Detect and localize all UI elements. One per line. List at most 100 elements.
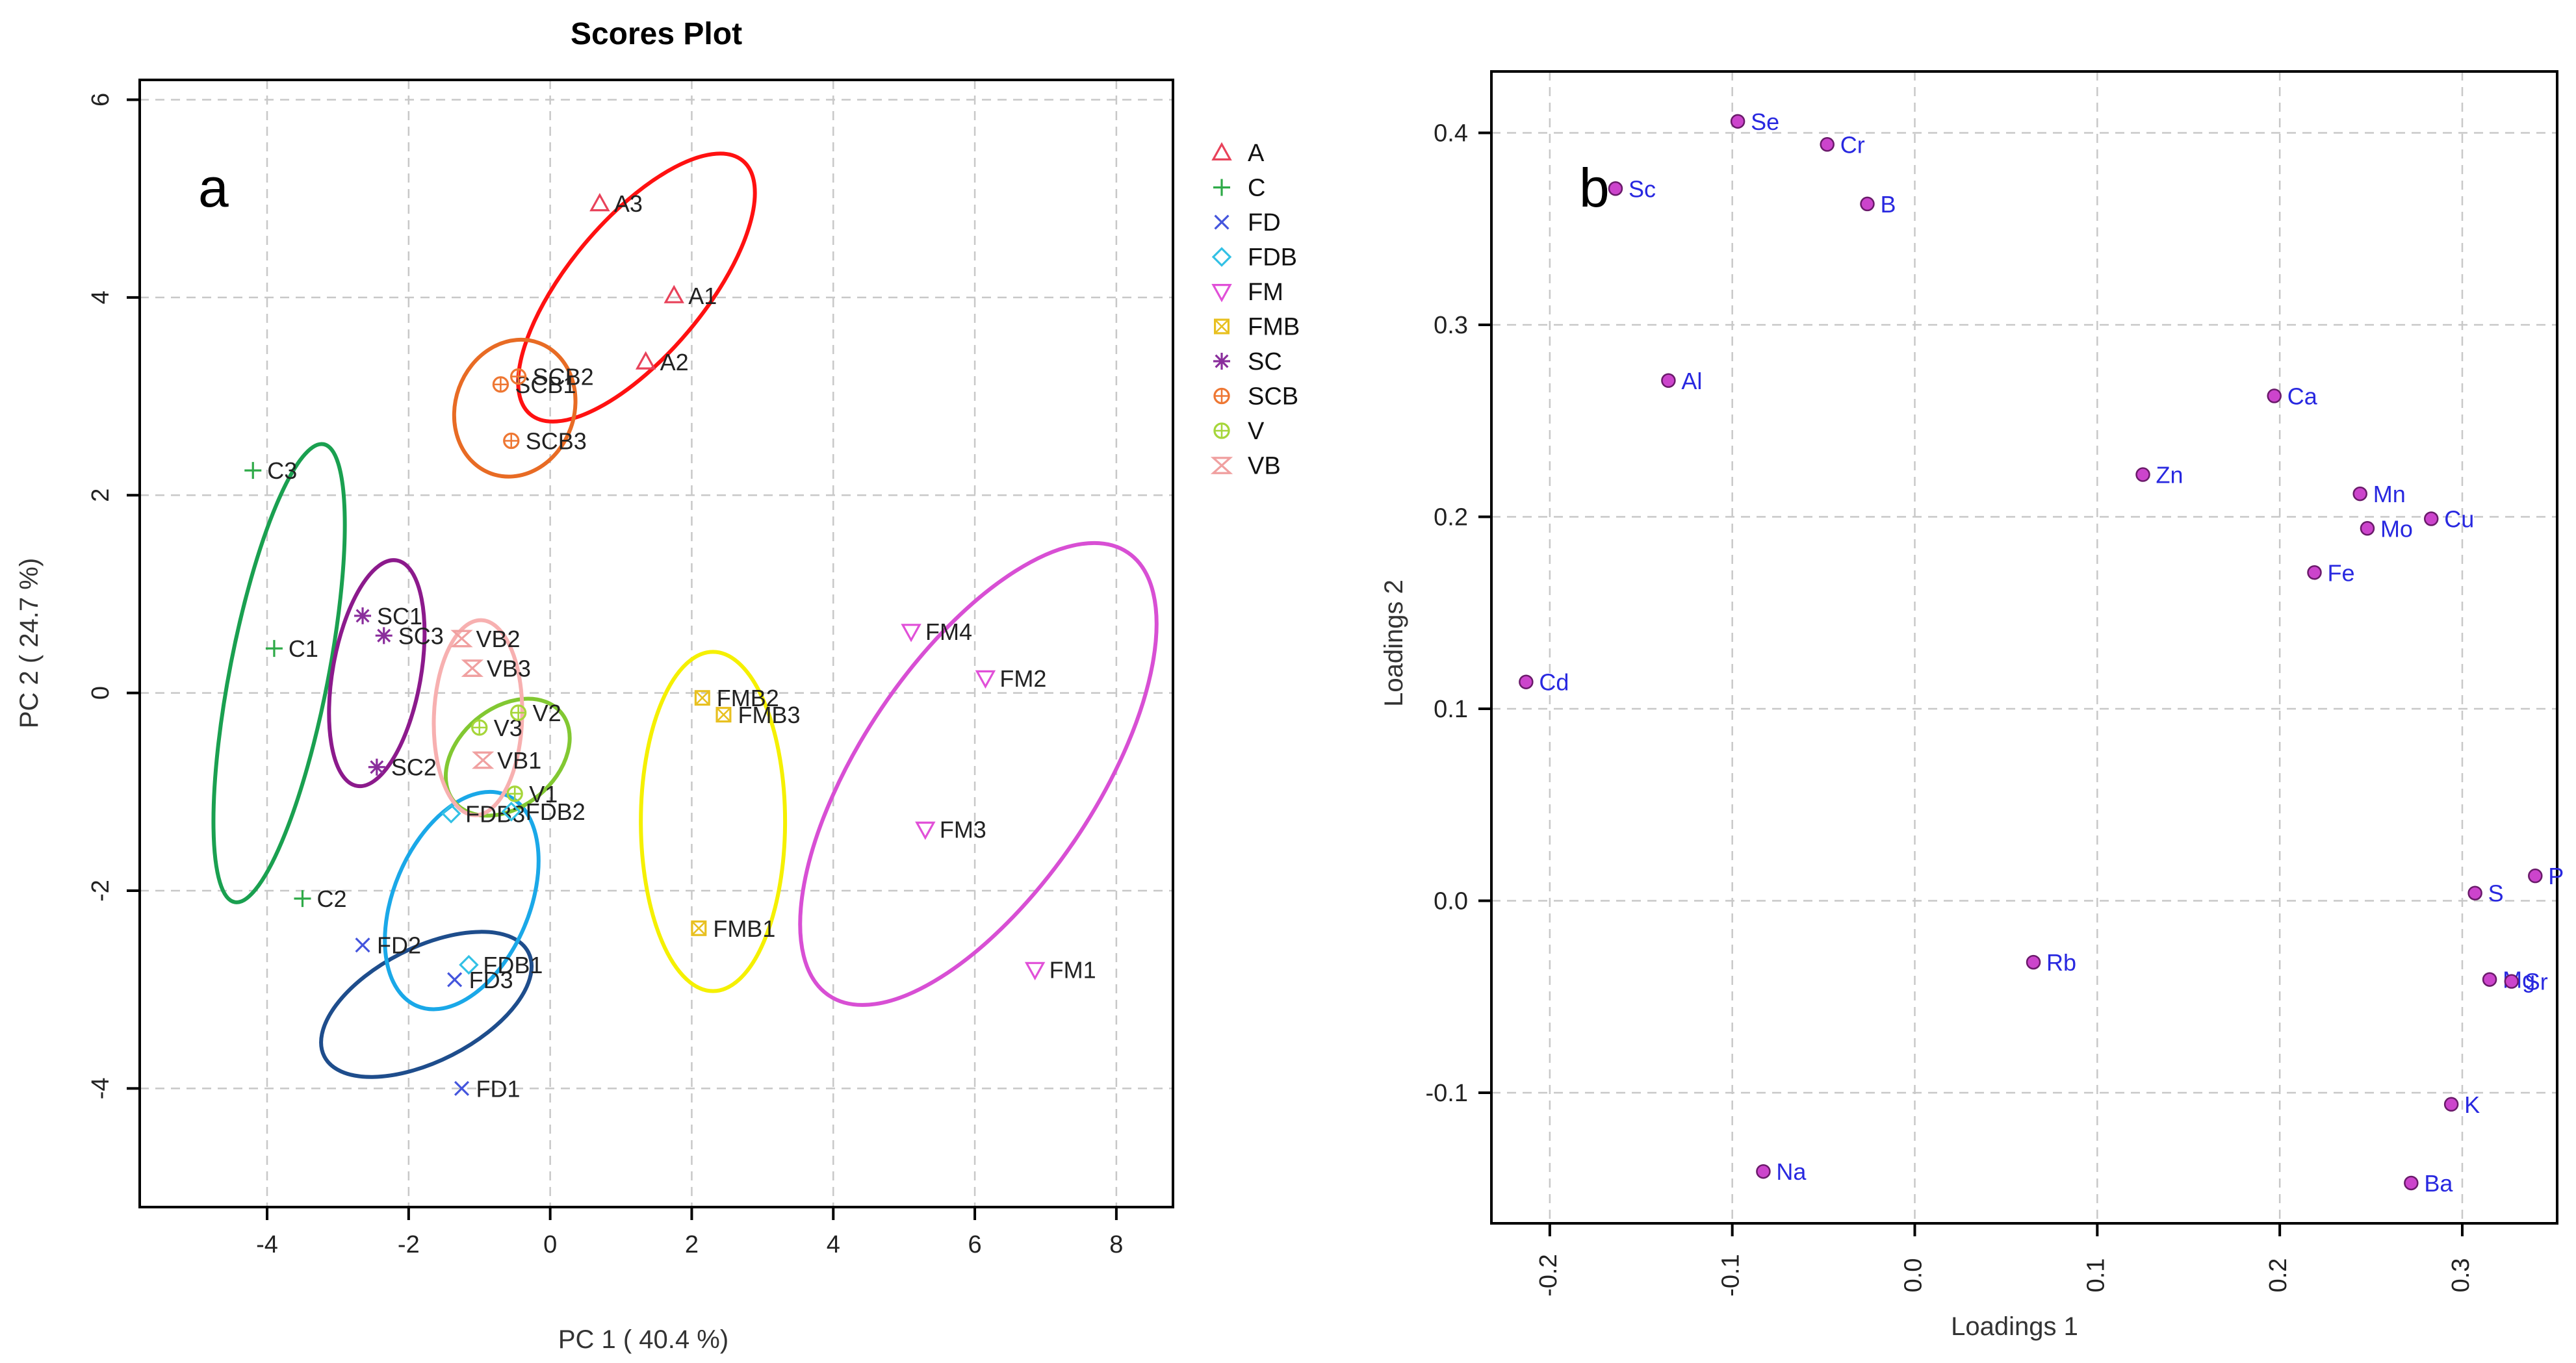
legend-item-fd: FD [1214, 209, 1281, 236]
loading-zn: Zn [2135, 462, 2183, 489]
point-label: VB3 [487, 656, 531, 682]
loading-label: Mn [2373, 481, 2406, 507]
y-tick-label: -2 [87, 880, 114, 902]
x-tick-label: -0.1 [1718, 1254, 1745, 1296]
loading-ca: Ca [2267, 383, 2318, 409]
point-label: FD1 [476, 1075, 521, 1102]
y-tick-label: 6 [87, 93, 114, 107]
point-c1: C1 [265, 635, 318, 662]
loading-label: Al [1681, 368, 1702, 394]
loading-ba: Ba [2404, 1170, 2453, 1197]
y-tick-label: 0.4 [1434, 120, 1468, 147]
y-tick-label: 0.1 [1434, 696, 1468, 723]
loading-na: Na [1756, 1158, 1807, 1185]
legend-label: VB [1248, 453, 1281, 480]
loading-label: Se [1751, 108, 1779, 135]
point-label: FDB3 [465, 800, 525, 827]
ellipse-c [211, 442, 347, 904]
loading-k: K [2443, 1091, 2480, 1118]
x-tick-label: 0.0 [1900, 1258, 1927, 1293]
x-tick-label: 4 [827, 1231, 840, 1258]
legend-item-vb: VB [1210, 453, 1281, 480]
legend-item-fdb: FDB [1211, 244, 1297, 272]
loading-label: Cr [1840, 131, 1865, 158]
loading-se: Se [1730, 108, 1779, 135]
axis-ticks: -4 -2 0 2 4 6 8 -4 -2 0 2 4 6 [87, 93, 1123, 1258]
grid [1491, 71, 2557, 1223]
point-fdb1: FDB1 [459, 952, 543, 978]
point-c3: C3 [244, 457, 297, 484]
loading-s: S [2467, 880, 2504, 907]
point-label: FM3 [940, 817, 986, 843]
axis-ticks: -0.2 -0.1 0.0 0.1 0.2 0.3 -0.1 0.0 0.1 0.2 0.3 0.4 [1426, 120, 2475, 1297]
loading-label: Rb [2046, 949, 2076, 976]
point-label: VB1 [497, 747, 541, 774]
chart-title: Scores Plot [571, 17, 742, 51]
ellipse-scb [452, 337, 578, 479]
loading-label: Ca [2287, 383, 2318, 409]
point-fd3: FD3 [447, 967, 513, 993]
y-tick-label: 0.3 [1434, 312, 1468, 339]
point-sc3: SC3 [375, 622, 444, 649]
ellipse-a [516, 151, 757, 424]
legend-item-sc: SC [1213, 348, 1282, 376]
loading-mo: Mo [2360, 515, 2413, 542]
y-axis-label: PC 2 ( 24.7 %) [15, 558, 44, 728]
x-tick-label: -0.2 [1535, 1254, 1562, 1296]
point-fm3: FM3 [915, 817, 986, 843]
loading-label: Zn [2156, 462, 2183, 489]
point-label: V1 [529, 781, 558, 808]
point-fmb1: FMB1 [691, 915, 775, 942]
point-fdb3: FDB3 [441, 800, 525, 827]
x-tick-label: 0.2 [2265, 1258, 2292, 1293]
point-vb3: VB3 [461, 656, 531, 682]
legend-label: FDB [1248, 244, 1297, 272]
loading-label: Ba [2424, 1170, 2453, 1197]
loading-label: Mo [2380, 515, 2413, 542]
loading-p: P [2528, 863, 2564, 889]
point-v2: V2 [509, 700, 561, 726]
point-fd2: FD2 [355, 932, 421, 959]
loading-label: S [2488, 880, 2504, 907]
x-tick-label: 0 [543, 1231, 557, 1258]
loading-cd: Cd [1519, 669, 1569, 696]
y-tick-label: 0 [87, 686, 114, 700]
loading-al: Al [1661, 368, 1702, 394]
x-tick-label: 0.1 [2082, 1258, 2109, 1293]
point-fmb3: FMB3 [715, 702, 800, 728]
x-tick-label: 0.3 [2447, 1258, 2475, 1293]
legend-item-fm: FM [1211, 279, 1283, 306]
point-label: SCB2 [533, 364, 594, 390]
y-tick-label: 0.0 [1434, 888, 1468, 915]
legend-item-scb: SCB [1213, 383, 1298, 411]
panel-letter: b [1579, 157, 1610, 218]
legend-label: SC [1248, 348, 1282, 376]
y-tick-label: 0.2 [1434, 504, 1468, 531]
point-sc1: SC1 [354, 603, 422, 630]
group-ellipses [211, 151, 1159, 1079]
point-label: A1 [688, 283, 717, 309]
loading-label: Na [1776, 1158, 1807, 1185]
x-tick-label: 6 [968, 1231, 981, 1258]
y-tick-label: -4 [87, 1077, 114, 1099]
point-sc2: SC2 [368, 754, 437, 781]
point-label: FM1 [1050, 957, 1096, 984]
point-a1: A1 [663, 283, 717, 309]
point-label: VB2 [476, 626, 521, 652]
point-vb2: VB2 [450, 626, 521, 652]
ellipse-fdb [383, 789, 541, 1012]
point-c2: C2 [294, 885, 347, 912]
loading-label: Cd [1539, 669, 1569, 696]
point-label: C2 [316, 885, 346, 912]
legend-item-a: A [1211, 140, 1265, 167]
point-label: SC3 [398, 622, 444, 649]
point-label: C3 [267, 457, 297, 484]
grid [140, 80, 1173, 1207]
x-tick-label: 8 [1109, 1231, 1123, 1258]
loading-sc: Sc [1608, 175, 1656, 202]
y-tick-label: -0.1 [1426, 1080, 1468, 1107]
y-tick-label: 2 [87, 489, 114, 502]
point-label: C1 [289, 635, 318, 662]
